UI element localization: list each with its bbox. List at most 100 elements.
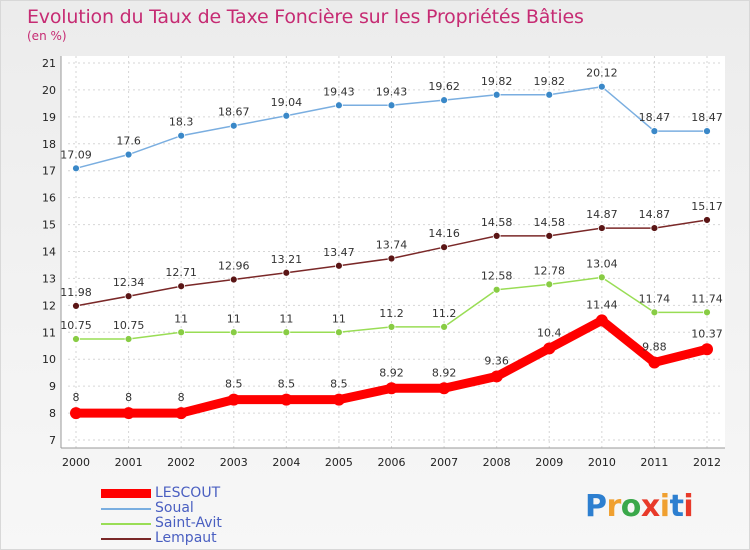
data-point-lempaut bbox=[492, 231, 501, 240]
y-tick-label: 19 bbox=[42, 111, 56, 124]
data-point-saint-avit bbox=[229, 328, 238, 337]
data-label-saint-avit: 11.74 bbox=[639, 292, 671, 305]
y-tick-label: 21 bbox=[42, 57, 56, 70]
data-label-lempaut: 12.96 bbox=[218, 260, 250, 273]
data-point-soual bbox=[282, 111, 291, 120]
data-label-saint-avit: 12.78 bbox=[534, 264, 566, 277]
data-point-soual bbox=[177, 131, 186, 140]
data-label-saint-avit: 12.58 bbox=[481, 270, 513, 283]
logo-letter: i bbox=[659, 489, 670, 524]
data-label-saint-avit: 13.04 bbox=[586, 257, 618, 270]
legend-item: Saint-Avit bbox=[101, 516, 222, 531]
data-label-saint-avit: 11.2 bbox=[379, 307, 404, 320]
y-tick-label: 7 bbox=[49, 434, 56, 447]
y-tick-label: 8 bbox=[49, 407, 56, 420]
data-point-lempaut bbox=[335, 261, 343, 270]
legend-item: Lempaut bbox=[101, 531, 222, 546]
data-point-soual bbox=[335, 101, 343, 110]
data-point-lempaut bbox=[545, 231, 554, 240]
data-point-lempaut bbox=[387, 254, 396, 263]
data-label-soual: 19.04 bbox=[271, 96, 303, 109]
logo-letter: r bbox=[606, 489, 622, 524]
data-point-lempaut bbox=[282, 268, 291, 277]
data-label-soual: 19.43 bbox=[376, 85, 408, 98]
data-point-lescout bbox=[332, 393, 345, 406]
data-point-lempaut bbox=[229, 275, 238, 284]
data-label-soual: 18.47 bbox=[691, 111, 723, 124]
data-label-lescout: 8 bbox=[125, 391, 132, 404]
data-label-lempaut: 14.16 bbox=[428, 227, 460, 240]
data-point-lescout bbox=[701, 343, 713, 356]
data-point-lescout bbox=[280, 393, 293, 406]
data-point-soual bbox=[545, 90, 554, 99]
data-point-lempaut bbox=[124, 292, 133, 301]
data-point-saint-avit bbox=[72, 335, 80, 343]
data-label-lempaut: 13.47 bbox=[323, 246, 355, 259]
data-label-soual: 18.47 bbox=[639, 111, 671, 124]
data-point-lempaut bbox=[703, 216, 711, 224]
data-point-lescout bbox=[70, 407, 82, 420]
data-label-lempaut: 12.71 bbox=[165, 266, 197, 279]
data-point-lempaut bbox=[177, 282, 186, 291]
legend-swatch bbox=[101, 489, 151, 498]
data-point-lempaut bbox=[72, 301, 80, 310]
data-label-lempaut: 14.58 bbox=[481, 216, 513, 229]
proxiti-logo: Proxiti bbox=[585, 489, 694, 524]
data-label-lempaut: 12.34 bbox=[113, 276, 145, 289]
logo-letter: i bbox=[683, 489, 694, 524]
data-point-soual bbox=[440, 96, 448, 105]
x-tick-label: 2002 bbox=[167, 456, 195, 469]
data-point-soual bbox=[72, 164, 80, 173]
x-tick-label: 2011 bbox=[640, 456, 668, 469]
y-tick-label: 9 bbox=[49, 380, 56, 393]
x-tick-label: 2001 bbox=[115, 456, 143, 469]
data-label-lescout: 8.5 bbox=[278, 378, 296, 391]
data-point-lescout bbox=[175, 407, 188, 420]
data-label-soual: 20.12 bbox=[586, 67, 618, 80]
data-point-lescout bbox=[122, 407, 135, 420]
data-point-saint-avit bbox=[440, 322, 448, 331]
data-point-saint-avit bbox=[650, 308, 659, 317]
data-point-lescout bbox=[385, 382, 398, 395]
data-label-soual: 19.43 bbox=[323, 85, 355, 98]
data-point-soual bbox=[703, 127, 711, 136]
legend-swatch bbox=[101, 507, 151, 510]
data-label-saint-avit: 11 bbox=[174, 312, 188, 325]
data-label-lescout: 11.44 bbox=[586, 298, 618, 311]
data-label-lescout: 8.5 bbox=[330, 378, 348, 391]
data-point-soual bbox=[492, 90, 501, 99]
data-point-saint-avit bbox=[335, 328, 343, 337]
data-label-lescout: 8 bbox=[178, 391, 185, 404]
legend-label: LESCOUT bbox=[155, 485, 221, 501]
data-point-lescout bbox=[648, 356, 661, 369]
chart-title: Evolution du Taux de Taxe Foncière sur l… bbox=[27, 6, 584, 28]
data-label-lempaut: 13.21 bbox=[271, 253, 303, 266]
data-point-lescout bbox=[438, 382, 451, 395]
data-label-soual: 18.3 bbox=[169, 116, 194, 129]
data-label-lescout: 8.92 bbox=[432, 366, 457, 379]
data-label-lescout: 8 bbox=[73, 391, 80, 404]
legend-item: Soual bbox=[101, 501, 222, 516]
x-tick-label: 2000 bbox=[62, 456, 90, 469]
y-tick-label: 20 bbox=[42, 84, 56, 97]
x-tick-label: 2006 bbox=[378, 456, 406, 469]
data-label-saint-avit: 11 bbox=[227, 312, 241, 325]
legend-label: Saint-Avit bbox=[155, 515, 222, 531]
y-tick-label: 15 bbox=[42, 219, 56, 232]
data-label-soual: 18.67 bbox=[218, 106, 250, 119]
legend-item: LESCOUT bbox=[101, 486, 222, 501]
x-tick-label: 2004 bbox=[272, 456, 300, 469]
data-label-lempaut: 15.17 bbox=[691, 200, 723, 213]
data-label-lescout: 10.4 bbox=[537, 326, 562, 339]
data-point-saint-avit bbox=[545, 280, 554, 289]
data-point-saint-avit bbox=[703, 308, 711, 317]
data-label-saint-avit: 11 bbox=[279, 312, 293, 325]
data-point-saint-avit bbox=[597, 273, 606, 282]
y-tick-label: 12 bbox=[42, 299, 56, 312]
y-tick-label: 18 bbox=[42, 138, 56, 151]
data-label-lempaut: 13.74 bbox=[376, 239, 408, 252]
data-label-soual: 17.09 bbox=[60, 148, 92, 161]
x-tick-label: 2012 bbox=[693, 456, 721, 469]
x-tick-label: 2007 bbox=[430, 456, 458, 469]
data-point-lempaut bbox=[597, 224, 606, 232]
